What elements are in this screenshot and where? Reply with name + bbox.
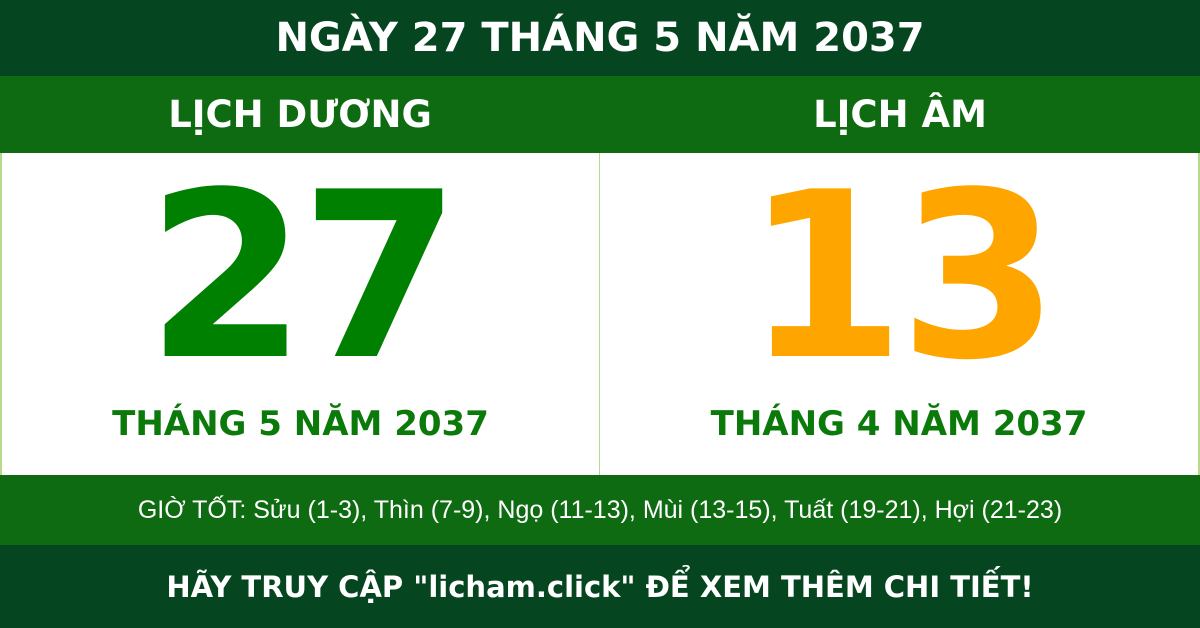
header-title: NGÀY 27 THÁNG 5 NĂM 2037 xyxy=(0,0,1200,76)
solar-month-year: THÁNG 5 NĂM 2037 xyxy=(112,404,489,444)
lunar-panel: 13 THÁNG 4 NĂM 2037 xyxy=(600,153,1198,475)
good-hours: GIỜ TỐT: Sửu (1-3), Thìn (7-9), Ngọ (11-… xyxy=(0,475,1200,545)
calendar-body: 27 THÁNG 5 NĂM 2037 13 THÁNG 4 NĂM 2037 xyxy=(0,153,1200,475)
calendar-labels: LỊCH DƯƠNG LỊCH ÂM xyxy=(0,76,1200,153)
lunar-day: 13 xyxy=(744,144,1059,411)
solar-panel: 27 THÁNG 5 NĂM 2037 xyxy=(2,153,600,475)
lunar-month-year: THÁNG 4 NĂM 2037 xyxy=(710,404,1088,444)
lunar-label: LỊCH ÂM xyxy=(813,92,987,136)
solar-day: 27 xyxy=(146,144,460,411)
footer-cta: HÃY TRUY CẬP "licham.click" ĐỂ XEM THÊM … xyxy=(0,545,1200,628)
solar-label: LỊCH DƯƠNG xyxy=(168,92,432,136)
